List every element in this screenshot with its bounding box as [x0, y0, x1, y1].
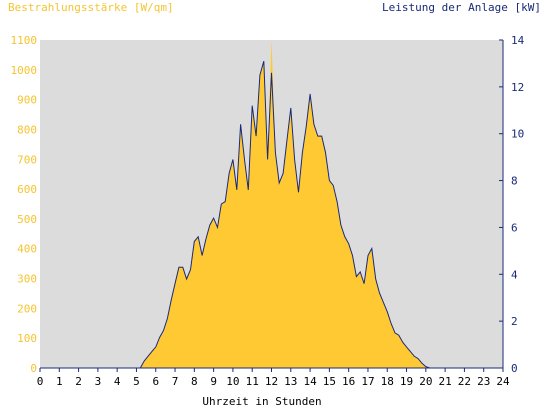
- y-left-tick-label: 400: [17, 243, 37, 256]
- x-tick-label: 2: [75, 375, 82, 388]
- x-tick-label: 10: [226, 375, 239, 388]
- y-left-tick-label: 0: [30, 362, 37, 375]
- y-left-tick-label: 100: [17, 332, 37, 345]
- x-tick-label: 12: [265, 375, 278, 388]
- irradiance-series: [40, 40, 503, 368]
- x-tick-label: 17: [361, 375, 374, 388]
- x-axis-label: Uhrzeit in Stunden: [202, 395, 321, 408]
- x-tick-label: 22: [458, 375, 471, 388]
- x-tick-label: 4: [114, 375, 121, 388]
- x-tick-label: 9: [210, 375, 217, 388]
- irradiance-area: [40, 40, 503, 368]
- x-tick-label: 3: [95, 375, 102, 388]
- y-left-tick-label: 600: [17, 183, 37, 196]
- y-left-tick-label: 1000: [11, 64, 38, 77]
- title-left: Bestrahlungsstärke [W/qm]: [8, 1, 174, 14]
- x-tick-label: 23: [477, 375, 490, 388]
- y-right-tick-label: 2: [511, 315, 518, 328]
- x-tick-label: 0: [37, 375, 44, 388]
- x-tick-label: 5: [133, 375, 140, 388]
- x-tick-label: 14: [303, 375, 317, 388]
- x-tick-label: 15: [323, 375, 336, 388]
- y-right-tick-label: 10: [511, 128, 524, 141]
- x-tick-label: 18: [381, 375, 394, 388]
- x-ticks: 0 1 2 3 4 5 6 7 8 9 10 11 12 13 14 15 16 17 18 19 20 21 22 23 24: [37, 368, 510, 388]
- y-right-tick-label: 8: [511, 175, 518, 188]
- y-right-ticks: 0 2 4 6 8 10 12 14: [499, 34, 525, 375]
- y-right-tick-label: 6: [511, 221, 518, 234]
- y-left-tick-label: 500: [17, 213, 37, 226]
- x-tick-label: 13: [284, 375, 297, 388]
- y-left-tick-label: 300: [17, 273, 37, 286]
- x-tick-label: 8: [191, 375, 198, 388]
- y-right-tick-label: 14: [511, 34, 525, 47]
- y-left-tick-label: 700: [17, 153, 37, 166]
- x-tick-label: 7: [172, 375, 179, 388]
- x-tick-label: 20: [419, 375, 432, 388]
- y-left-tick-label: 200: [17, 302, 37, 315]
- x-tick-label: 19: [400, 375, 413, 388]
- x-tick-label: 1: [56, 375, 63, 388]
- x-tick-label: 6: [152, 375, 159, 388]
- y-left-tick-label: 800: [17, 123, 37, 136]
- title-right: Leistung der Anlage [kW]: [382, 1, 541, 14]
- y-right-tick-label: 12: [511, 81, 524, 94]
- power-line: [40, 60, 503, 369]
- x-tick-label: 21: [439, 375, 452, 388]
- x-tick-label: 24: [496, 375, 510, 388]
- y-left-ticks: 0 100 200 300 400 500 600 700 800 900 1000 1100: [11, 34, 38, 375]
- x-tick-label: 16: [342, 375, 355, 388]
- y-left-tick-label: 1100: [11, 34, 38, 47]
- power-series: [40, 60, 503, 369]
- x-tick-label: 11: [246, 375, 259, 388]
- y-right-tick-label: 0: [511, 362, 518, 375]
- y-left-tick-label: 900: [17, 94, 37, 107]
- y-right-tick-label: 4: [511, 268, 518, 281]
